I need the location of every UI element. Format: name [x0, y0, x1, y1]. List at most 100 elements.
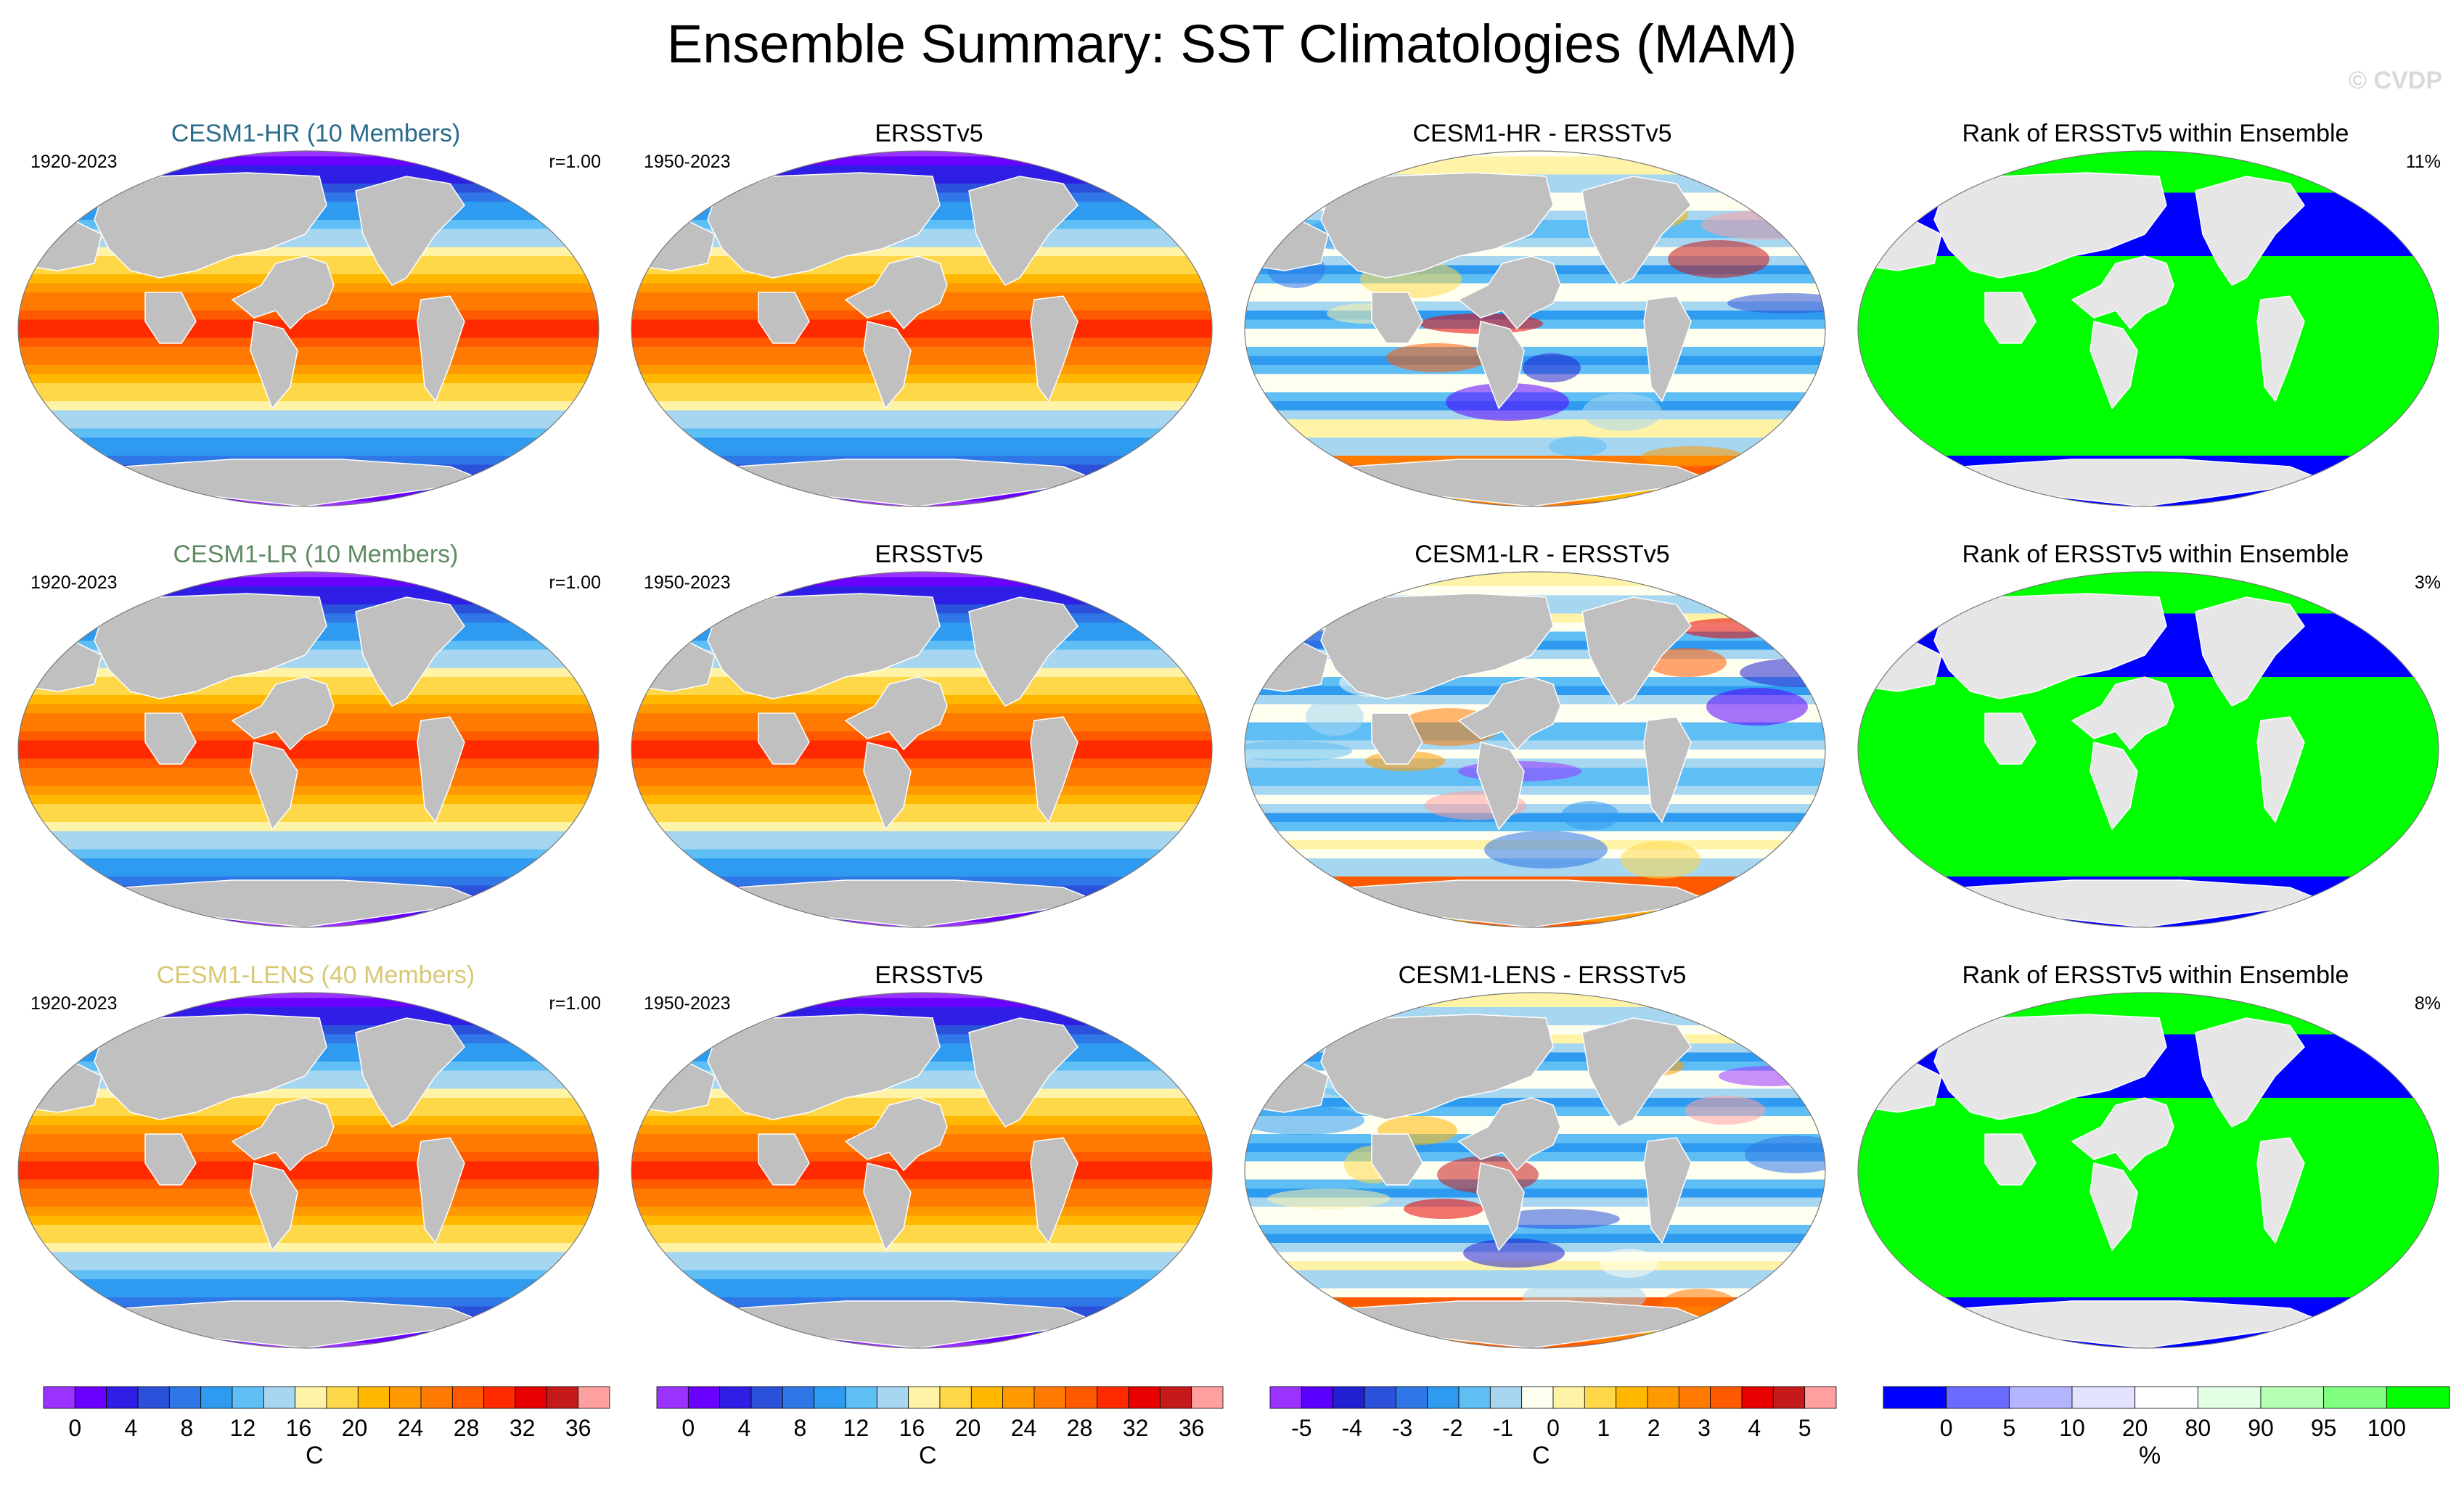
colorbar-tick-label: 20	[342, 1415, 368, 1441]
colorbar-tick-label: 12	[230, 1415, 256, 1441]
panel-diff: CESM1-LR - ERSSTv5	[1241, 541, 1843, 961]
map-model	[17, 150, 599, 507]
colorbar-swatch	[814, 1386, 846, 1409]
panel-correlation: r=1.00	[549, 152, 601, 172]
colorbar-swatch	[1946, 1386, 2010, 1409]
colorbar-tick-label: -1	[1492, 1415, 1513, 1441]
main-title: Ensemble Summary: SST Climatologies (MAM…	[666, 14, 1798, 74]
colorbar-swatch	[200, 1386, 233, 1409]
colorbar-tick-label: 0	[1940, 1415, 1953, 1441]
panel-title: ERSSTv5	[875, 120, 983, 147]
colorbar-tick-label: 5	[2002, 1415, 2015, 1441]
panel-title: Rank of ERSSTv5 within Ensemble	[1962, 961, 2349, 989]
colorbar-swatch	[1364, 1386, 1396, 1409]
map-obs	[631, 992, 1213, 1349]
colorbar-swatch	[420, 1386, 453, 1409]
colorbar-swatch	[1521, 1386, 1554, 1409]
panel-model: CESM1-LR (10 Members) 1920-2023 r=1.00	[15, 541, 617, 961]
colorbar-swatch	[1584, 1386, 1617, 1409]
colorbar-tick-label: 28	[454, 1415, 480, 1441]
colorbar-swatch	[2071, 1386, 2136, 1409]
colorbar-swatch	[1395, 1386, 1428, 1409]
colorbar-swatch	[74, 1386, 107, 1409]
colorbar-tick-label: 0	[68, 1415, 81, 1441]
colorbar-tick-label: 80	[2185, 1415, 2211, 1441]
colorbar-swatch	[1741, 1386, 1774, 1409]
colorbar-swatch	[546, 1386, 579, 1409]
colorbar-tick-label: 36	[1179, 1415, 1205, 1441]
colorbar-swatch	[1191, 1386, 1224, 1409]
colorbar-tick-label: 8	[794, 1415, 807, 1441]
panel-obs: ERSSTv5 1950-2023	[628, 120, 1230, 541]
colorbar-graphic: -5 -4 -3 -2 -1 0 1 2 3 4 5	[1269, 1386, 1837, 1441]
colorbar-tick-label: -4	[1341, 1415, 1362, 1441]
colorbar-rank: 0 5 10 20 80 90 95 100 %	[1869, 1384, 2464, 1478]
panel-title: CESM1-LENS (40 Members)	[156, 961, 475, 989]
colorbar-swatch	[687, 1386, 721, 1409]
map-diff	[1244, 150, 1826, 507]
colorbar-swatch	[2260, 1386, 2325, 1409]
colorbar-swatch	[326, 1386, 359, 1409]
panel-rank: Rank of ERSSTv5 within Ensemble 8%	[1854, 961, 2457, 1382]
colorbar-swatch	[1647, 1386, 1679, 1409]
colorbar-tick-label: 12	[843, 1415, 869, 1441]
colorbar-swatch	[2323, 1386, 2387, 1409]
colorbar-swatch	[357, 1386, 390, 1409]
colorbar-swatch	[1097, 1386, 1129, 1409]
panel-years: 1920-2023	[30, 993, 118, 1014]
colorbar-graphic: 0 4 8 12 16 20 24 28 32 36	[43, 1386, 610, 1441]
colorbar-tick-label: -3	[1392, 1415, 1412, 1441]
colorbar-swatch	[1489, 1386, 1523, 1409]
colorbar-diff: -5 -4 -3 -2 -1 0 1 2 3 4 5 C	[1256, 1384, 1851, 1478]
panel-diff: CESM1-HR - ERSSTv5	[1241, 120, 1843, 541]
colorbar-tick-label: 2	[1648, 1415, 1661, 1441]
colorbar-swatch	[1616, 1386, 1648, 1409]
colorbar-tick-label: 20	[2122, 1415, 2148, 1441]
map-rank	[1857, 150, 2439, 507]
colorbar-swatch	[1883, 1386, 1947, 1409]
colorbar-swatch	[106, 1386, 139, 1409]
panel-rank: Rank of ERSSTv5 within Ensemble 3%	[1854, 541, 2457, 961]
colorbar-tick-label: 36	[565, 1415, 592, 1441]
panel-title: CESM1-LR (10 Members)	[173, 541, 459, 568]
panel-percent: 3%	[2414, 572, 2441, 593]
panel-diff: CESM1-LENS - ERSSTv5	[1241, 961, 1843, 1382]
colorbar-swatch	[1333, 1386, 1365, 1409]
colorbar-swatch	[1710, 1386, 1743, 1409]
colorbar-swatch	[515, 1386, 547, 1409]
colorbar-swatch	[263, 1386, 296, 1409]
panel-years: 1950-2023	[644, 152, 731, 172]
colorbar-graphic: 0 4 8 12 16 20 24 28 32 36	[656, 1386, 1224, 1441]
colorbar-swatch	[970, 1386, 1004, 1409]
map-diff	[1244, 571, 1826, 928]
colorbar-swatch	[782, 1386, 815, 1409]
colorbar-swatch	[876, 1386, 909, 1409]
panel-correlation: r=1.00	[549, 993, 601, 1014]
colorbar-swatch	[2134, 1386, 2198, 1409]
colorbar-swatch	[578, 1386, 610, 1409]
map-obs	[631, 150, 1213, 507]
colorbar-swatch	[656, 1386, 689, 1409]
colorbar-tick-label: 32	[1123, 1415, 1149, 1441]
panel-obs: ERSSTv5 1950-2023	[628, 961, 1230, 1382]
colorbar-unit: %	[2139, 1442, 2161, 1469]
colorbar-tick-label: -2	[1442, 1415, 1462, 1441]
colorbar-swatch	[719, 1386, 752, 1409]
colorbar-tick-label: 0	[682, 1415, 695, 1441]
colorbar-tick-label: 4	[737, 1415, 750, 1441]
colorbar-tick-label: 20	[955, 1415, 981, 1441]
colorbar-swatch	[1269, 1386, 1302, 1409]
map-rank	[1857, 571, 2439, 928]
panel-title: ERSSTv5	[875, 541, 983, 568]
colorbar-tick-label: 24	[1011, 1415, 1037, 1441]
panel-model: CESM1-LENS (40 Members) 1920-2023 r=1.00	[15, 961, 617, 1382]
colorbar-swatch	[750, 1386, 783, 1409]
colorbar-swatch	[483, 1386, 516, 1409]
map-model	[17, 571, 599, 928]
colorbar-swatch	[1301, 1386, 1334, 1409]
colorbar-swatch	[908, 1386, 941, 1409]
colorbar-swatch	[43, 1386, 75, 1409]
colorbar-tick-label: 24	[398, 1415, 424, 1441]
panel-rank: Rank of ERSSTv5 within Ensemble 11%	[1854, 120, 2457, 541]
colorbar-tick-label: 8	[181, 1415, 194, 1441]
